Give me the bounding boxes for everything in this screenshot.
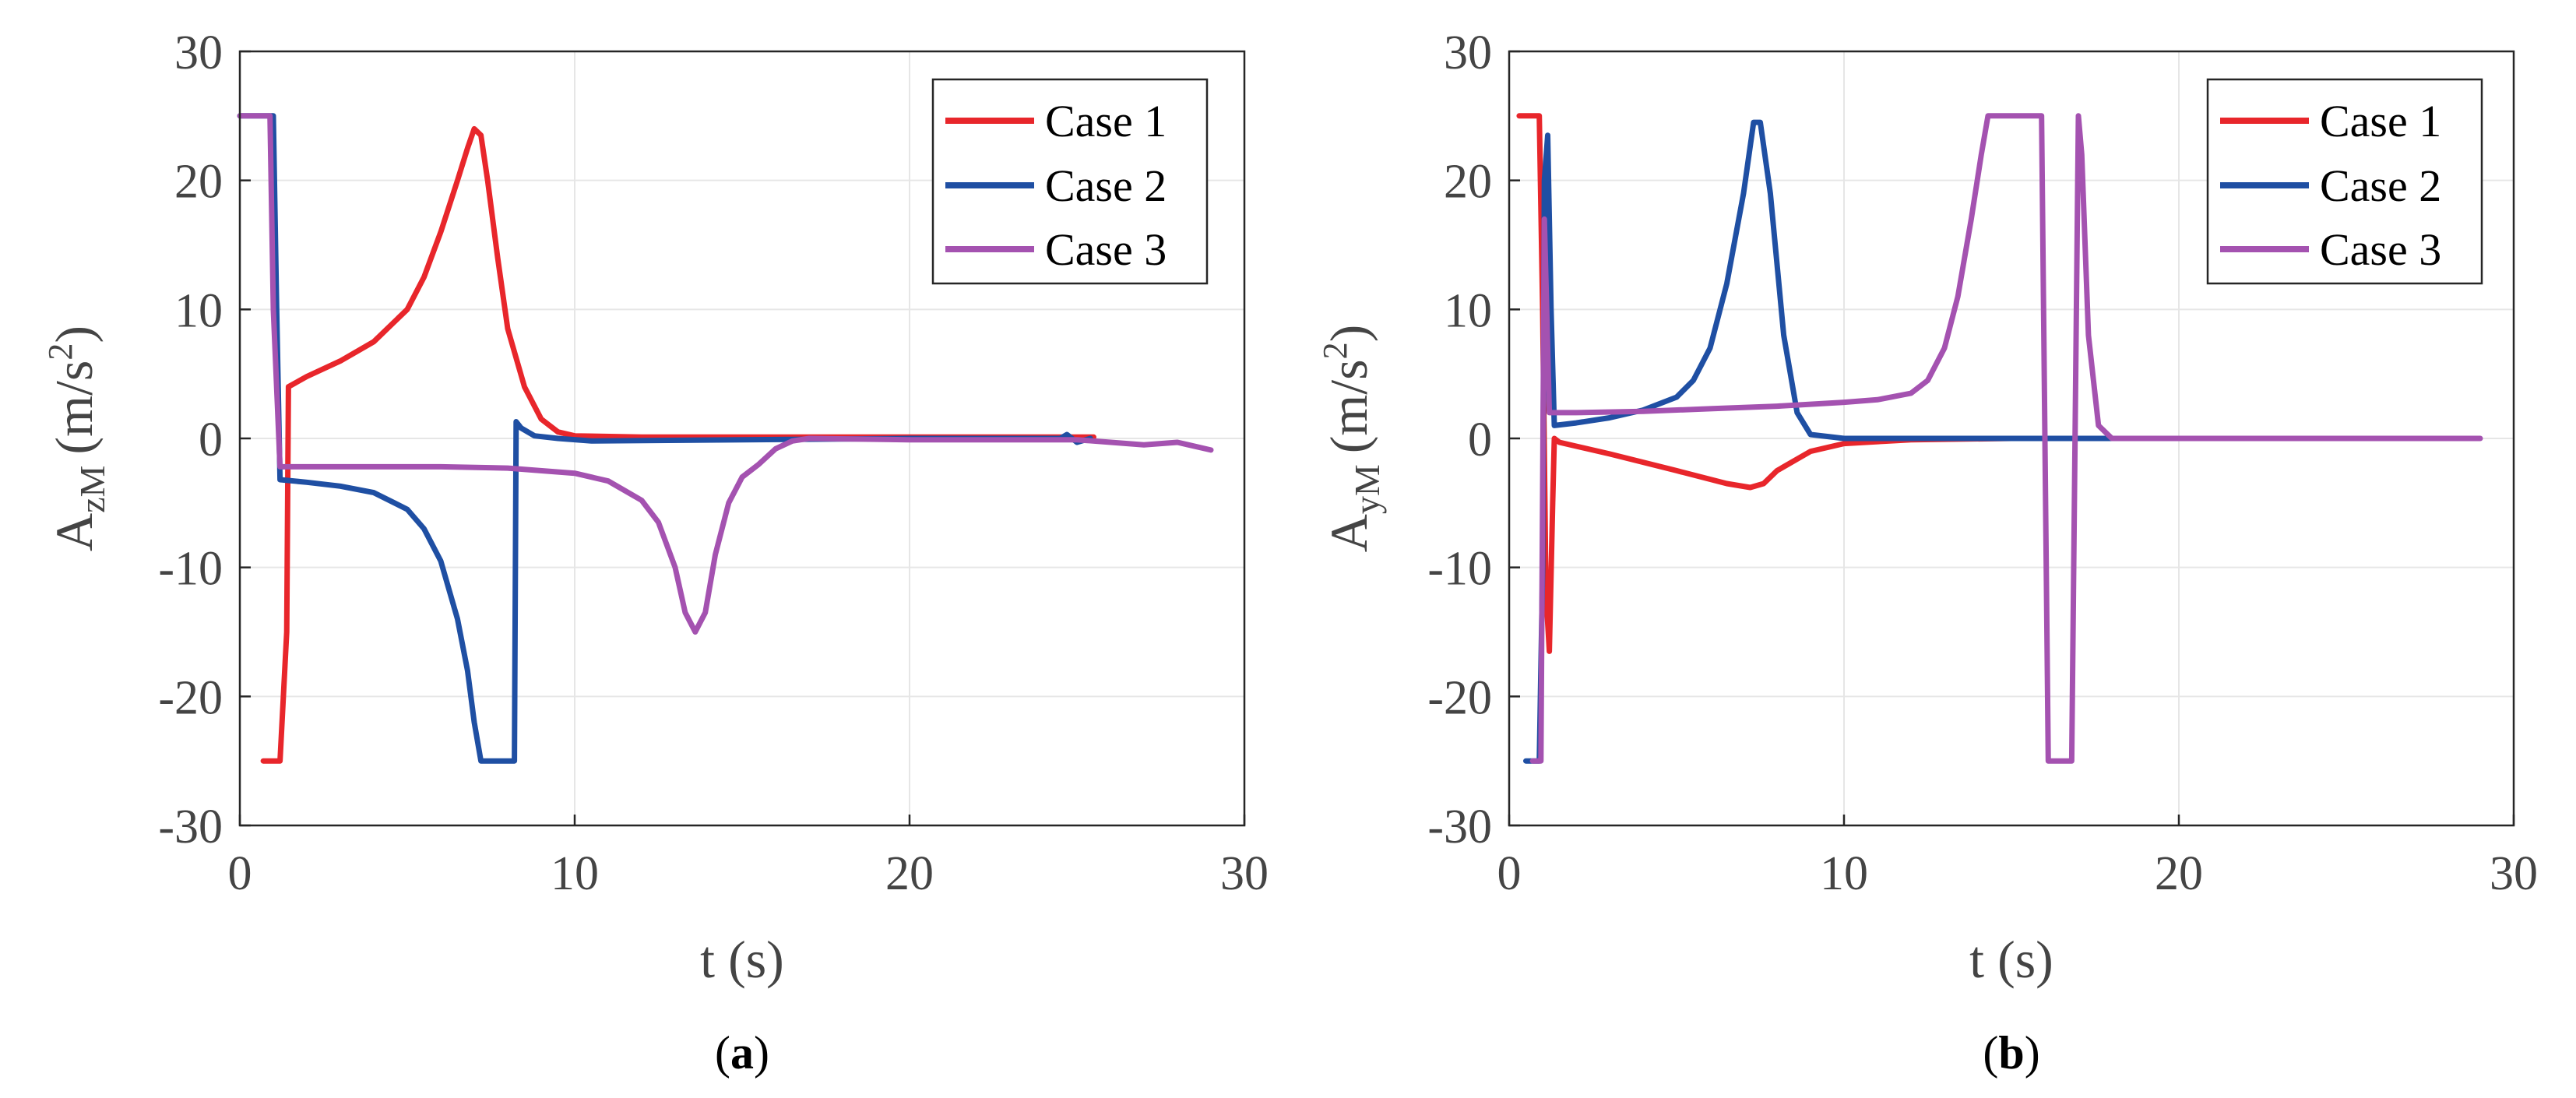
x-tick-label: 20 [2155,847,2203,900]
caption-b: (b) [1983,1027,2039,1079]
y-tick-label: -20 [1427,671,1492,724]
y-tick-label: 20 [1444,156,1492,209]
caption-a: (a) [715,1027,769,1079]
y-axis-label-unit: (m/s [44,361,104,455]
series-line-case-3 [237,113,1214,635]
series-line-case-2 [1523,119,2366,764]
y-axis-label: AyM (m/s2) [1316,325,1387,553]
y-tick-label: -30 [158,801,223,853]
y-axis-label-sup: 2 [41,343,79,361]
y-axis-label-main: A [1319,514,1378,552]
tick-labels: 0 10 20 30 30 20 10 0 -10 -20 -30 [158,26,1269,900]
legend-label-case-2: Case 2 [2320,160,2441,211]
x-tick-label: 20 [885,847,934,900]
y-tick-label: 30 [1444,26,1492,79]
y-tick-label: 0 [1468,414,1492,466]
tick-labels: 0 10 20 30 30 20 10 0 -10 -20 -30 [1427,26,2538,900]
y-axis-label-sub: yM [1347,464,1387,514]
x-tick-label: 30 [1220,847,1269,900]
caption-open-paren: ( [1983,1027,1998,1079]
x-axis-label: t (s) [1969,930,2053,989]
legend-label-case-1: Case 1 [1045,96,1167,146]
legend: Case 1 Case 2 Case 3 [2206,78,2483,285]
series-lines [237,113,1214,764]
legend: Case 1 Case 2 Case 3 [931,78,1209,285]
y-axis-label: AzM (m/s2) [41,326,112,551]
series-line-case-3 [1529,113,2483,764]
y-tick-label: 0 [199,414,223,466]
y-axis-label-unit: (m/s [1319,359,1378,453]
caption-letter: a [730,1027,754,1079]
y-axis-label-close: ) [1319,325,1378,343]
legend-label-case-3: Case 3 [1045,224,1167,275]
caption-close-paren: ) [754,1027,769,1079]
y-axis-label-sub: zM [72,466,112,513]
x-tick-label: 30 [2490,847,2538,900]
series-line-case-1 [260,125,1096,764]
legend-label-case-2: Case 2 [1045,160,1167,211]
series-lines [1516,113,2483,764]
x-tick-label: 0 [228,847,252,900]
y-tick-label: 30 [174,26,223,79]
legend-label-case-3: Case 3 [2320,224,2441,275]
legend-label-case-1: Case 1 [2320,96,2441,146]
x-axis-label: t (s) [700,930,784,989]
y-tick-label: -30 [1427,801,1492,853]
y-axis-label-main: A [44,513,104,551]
y-tick-label: 10 [1444,284,1492,337]
x-tick-label: 10 [551,847,599,900]
y-tick-label: 10 [174,284,223,337]
y-tick-label: -10 [1427,543,1492,596]
y-tick-label: -20 [158,671,223,724]
y-axis-label-sup: 2 [1316,342,1354,359]
caption-open-paren: ( [715,1027,730,1079]
y-tick-label: 20 [174,156,223,209]
y-axis-label-close: ) [44,326,104,343]
y-tick-label: -10 [158,543,223,596]
caption-letter: b [1998,1027,2024,1079]
x-tick-label: 0 [1497,847,1522,900]
x-tick-label: 10 [1820,847,1868,900]
caption-close-paren: ) [2025,1027,2040,1079]
